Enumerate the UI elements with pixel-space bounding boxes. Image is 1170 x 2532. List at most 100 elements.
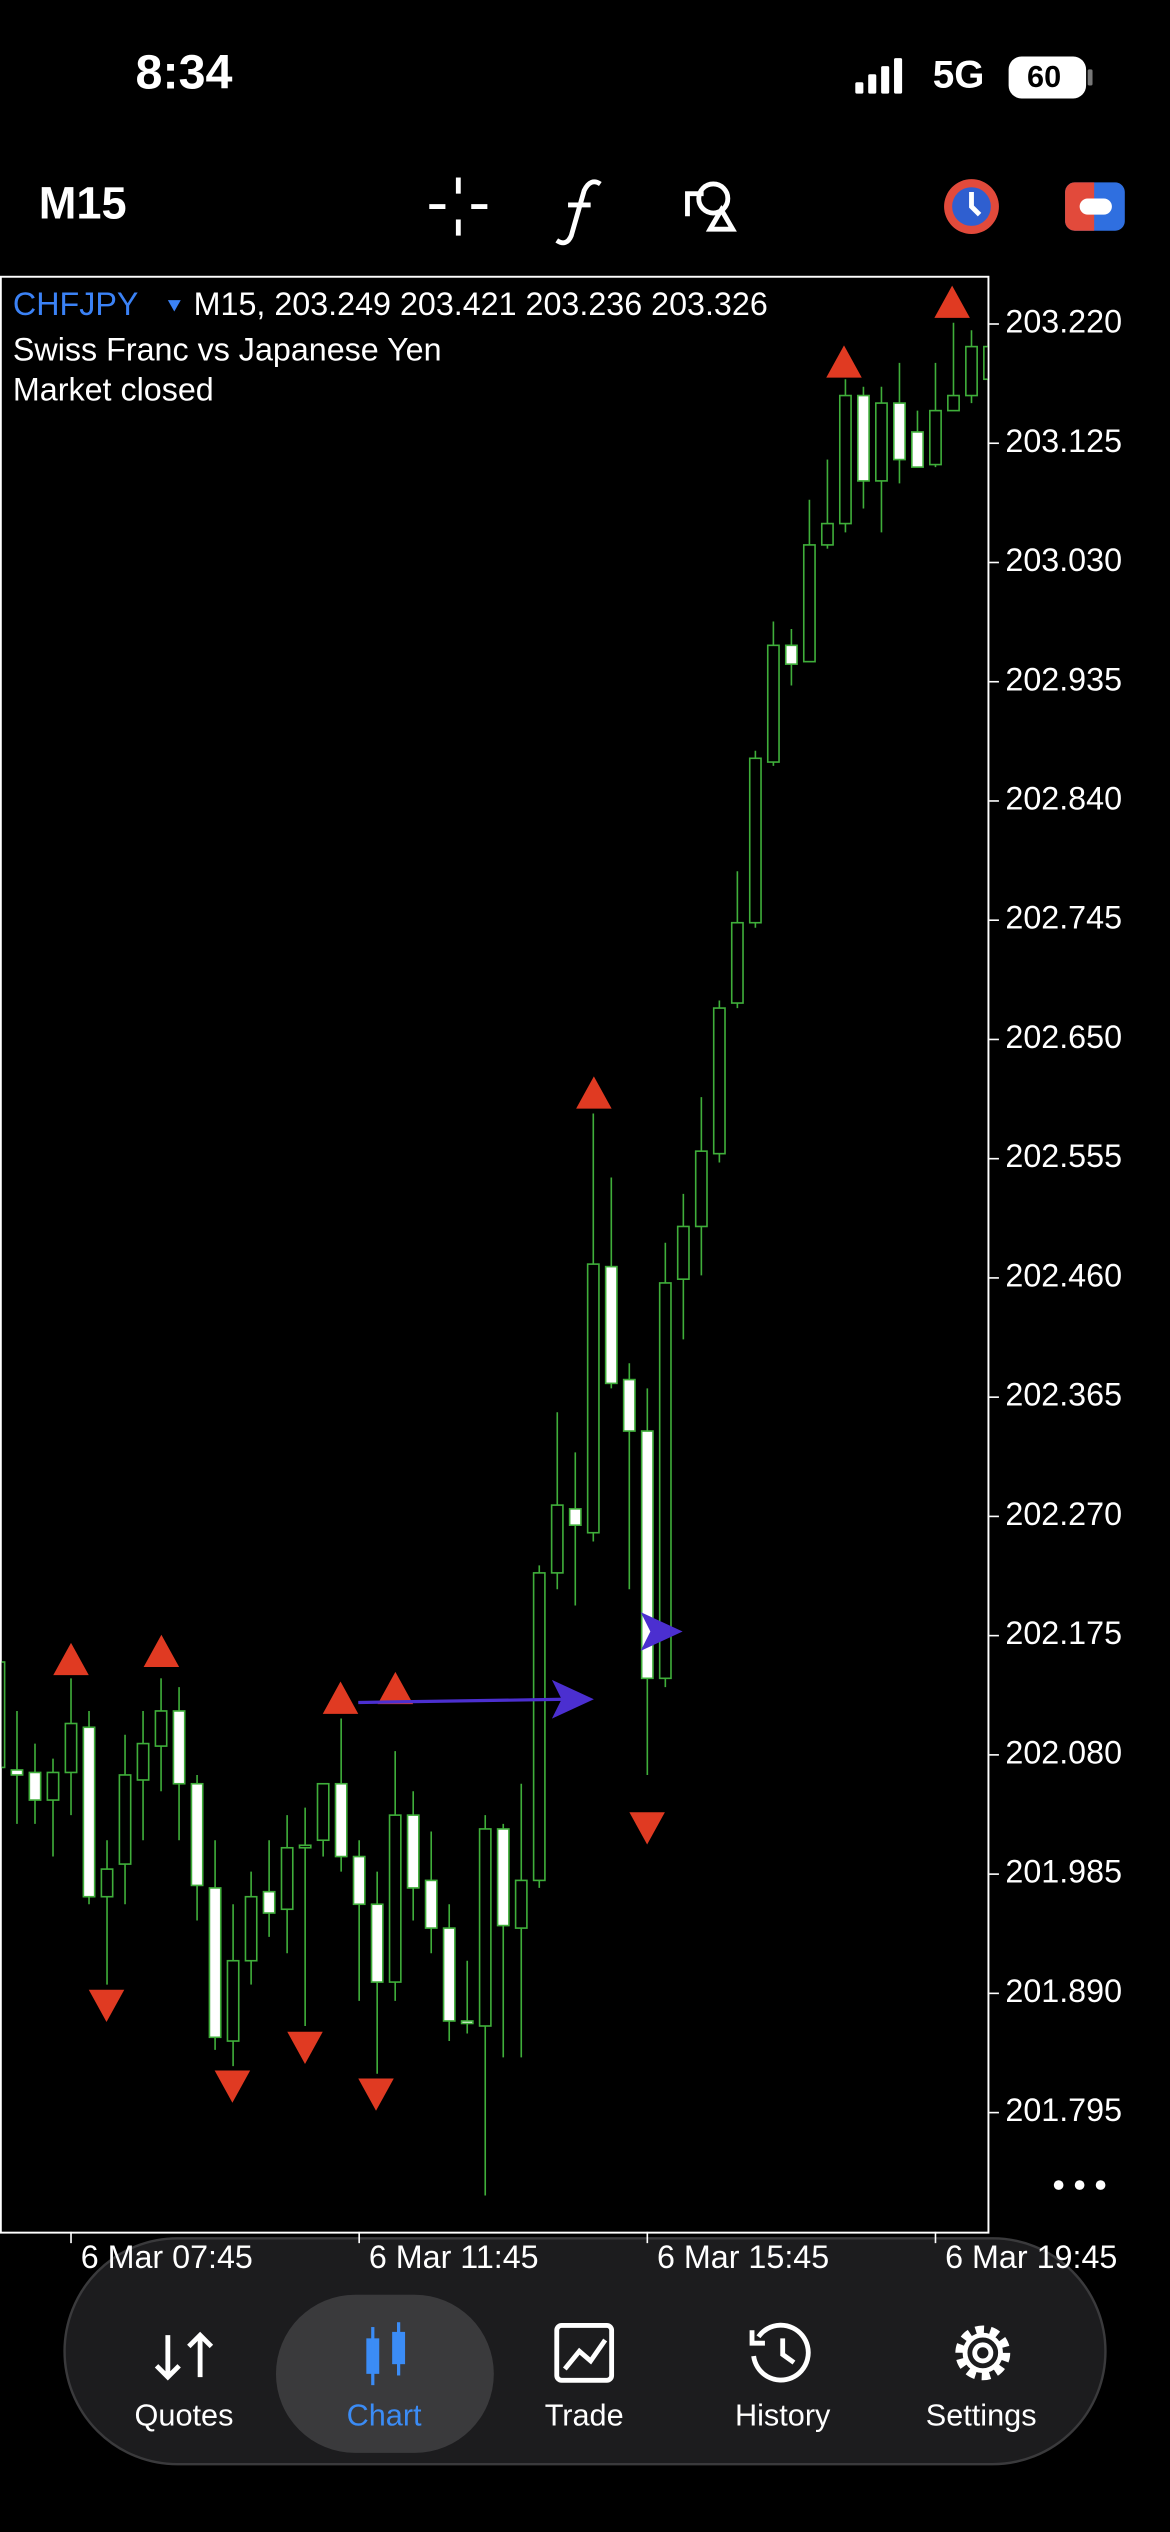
chart-icon[interactable]: [366, 2322, 406, 2386]
account-button[interactable]: [944, 179, 999, 234]
candle-body: [406, 1814, 420, 1889]
candle-body: [136, 1742, 150, 1781]
candle-body: [658, 1282, 672, 1680]
x-tick-label: 6 Mar 15:45: [657, 2239, 829, 2275]
candle-body: [334, 1782, 348, 1858]
candle-body: [802, 544, 816, 663]
candle-body: [370, 1903, 384, 1983]
candle-body: [514, 1879, 528, 1929]
candle-body: [298, 1844, 312, 1849]
candle-body: [983, 345, 988, 381]
candle-body: [730, 921, 744, 1004]
timeframe-button[interactable]: M15: [39, 177, 127, 228]
candle-body: [28, 1771, 42, 1801]
candle-body: [550, 1504, 564, 1574]
candle-body: [856, 394, 870, 482]
clock: 8:34: [136, 46, 233, 100]
battery-cap: [1087, 69, 1093, 86]
trade-icon[interactable]: [554, 2323, 615, 2383]
y-tick-label: 202.365: [1005, 1377, 1122, 1413]
y-tick-label: 202.460: [1005, 1257, 1122, 1293]
candle-body: [460, 2020, 474, 2025]
candle-body: [1, 1661, 6, 1769]
y-tick-label: 202.175: [1005, 1615, 1122, 1651]
x-tick-label: 6 Mar 19:45: [945, 2239, 1117, 2275]
chart-subtitle: Swiss Franc vs Japanese Yen: [13, 331, 442, 367]
network: 5G: [933, 54, 985, 97]
candle-body: [604, 1265, 618, 1385]
candle-body: [100, 1868, 114, 1898]
candle-body: [748, 757, 762, 924]
objects-button[interactable]: [685, 181, 737, 232]
x-tick-label: 6 Mar 07:45: [81, 2239, 253, 2275]
y-tick-label: 203.220: [1005, 304, 1122, 340]
tab-label[interactable]: Trade: [545, 2399, 624, 2433]
candle-body: [766, 644, 780, 763]
candle-body: [496, 1828, 510, 1927]
candle-body: [676, 1225, 690, 1280]
candle-body: [262, 1890, 276, 1914]
candle-body: [911, 431, 924, 468]
tab-label[interactable]: History: [735, 2399, 831, 2433]
candle-body: [352, 1855, 366, 1906]
y-tick-label: 203.030: [1005, 542, 1122, 578]
candle-body: [424, 1879, 438, 1929]
chart-header: M15, 203.249 203.421 203.236 203.326: [194, 286, 768, 322]
battery: [1008, 56, 1087, 99]
symbol[interactable]: CHFJPY: [13, 286, 139, 322]
candle-body: [893, 402, 906, 461]
candle-body: [190, 1782, 204, 1887]
settings-icon[interactable]: [955, 2325, 1011, 2381]
candle-body: [694, 1150, 708, 1228]
candle-body: [226, 1959, 240, 2042]
more-button[interactable]: [1053, 2180, 1106, 2190]
y-tick-label: 203.125: [1005, 423, 1122, 459]
trend-arrows: [358, 1612, 683, 1719]
candle-body: [316, 1782, 330, 1842]
candle-body: [712, 1007, 726, 1155]
candle-body: [208, 1887, 222, 2039]
y-tick-label: 202.080: [1005, 1734, 1122, 1770]
candle-body: [965, 345, 978, 397]
y-tick-label: 202.935: [1005, 661, 1122, 697]
candle-body: [947, 394, 960, 412]
quotes-icon[interactable]: [154, 2331, 214, 2381]
indicators-button[interactable]: [555, 179, 602, 246]
candle-body: [568, 1508, 582, 1526]
y-tick-label: 202.840: [1005, 780, 1122, 816]
candle-body: [784, 644, 798, 665]
candle-body: [622, 1378, 636, 1432]
candle-body: [244, 1895, 258, 1962]
crosshair-button[interactable]: [429, 177, 488, 236]
candle-body: [838, 394, 852, 525]
candle-body: [118, 1774, 132, 1865]
signal-icon: [855, 58, 903, 94]
y-tick-label: 202.745: [1005, 900, 1122, 936]
market-status: Market closed: [13, 372, 214, 408]
tab-label[interactable]: Quotes: [135, 2399, 234, 2433]
history-icon[interactable]: [749, 2322, 811, 2383]
chart-frame: [0, 275, 990, 2234]
candle-body: [280, 1846, 294, 1911]
active-tab-highlight: [275, 2294, 494, 2453]
candle-body: [532, 1572, 546, 1882]
candle-body: [929, 409, 942, 466]
x-tick-label: 6 Mar 11:45: [369, 2239, 539, 2275]
candle-body: [820, 522, 834, 546]
candle-body: [64, 1722, 78, 1774]
candle-body: [586, 1263, 600, 1534]
candle-body: [388, 1814, 402, 1983]
candle-body: [46, 1771, 60, 1801]
tab-label[interactable]: Chart: [347, 2399, 422, 2433]
y-tick-label: 201.795: [1005, 2092, 1122, 2128]
y-tick-label: 201.890: [1005, 1973, 1122, 2009]
candle-body: [82, 1726, 96, 1898]
battery-level: 60: [1027, 60, 1061, 94]
tab-label[interactable]: Settings: [926, 2399, 1037, 2433]
candle-body: [442, 1927, 456, 2022]
symbol-dropdown[interactable]: [167, 300, 181, 312]
trade-button[interactable]: [1065, 182, 1125, 231]
